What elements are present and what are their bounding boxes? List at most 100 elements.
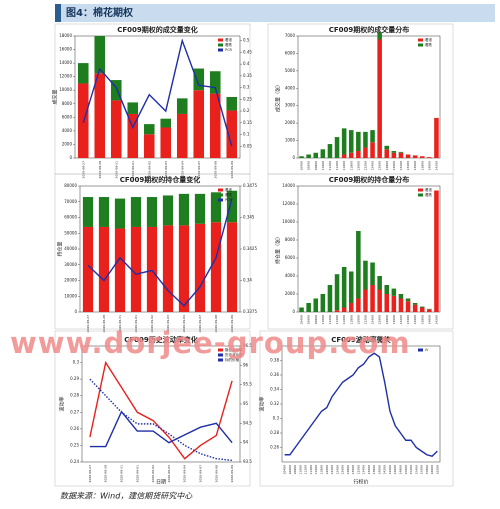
x-tick-label: 10400 xyxy=(300,315,304,325)
bar xyxy=(363,147,368,158)
bar xyxy=(327,144,333,158)
y-tick-label: 70000 xyxy=(64,199,77,204)
x-tick-label: 14800 xyxy=(399,465,403,475)
bar xyxy=(77,63,89,84)
bar xyxy=(98,226,110,312)
y2-tick-label: 95.5 xyxy=(243,382,252,387)
y-tick-label: 0.25 xyxy=(70,442,79,447)
bar xyxy=(398,152,404,158)
legend-label: 看涨 xyxy=(425,37,433,42)
bar xyxy=(176,113,188,158)
x-tick-label: 12200 xyxy=(363,315,367,325)
bar xyxy=(384,294,390,312)
y2-tick-label: 0.15 xyxy=(243,120,252,125)
x-tick-label: 15400 xyxy=(414,465,418,475)
y-tick-label: 2000 xyxy=(285,291,296,296)
x-tick-label: 11400 xyxy=(335,161,339,171)
y-tick-label: 0.28 xyxy=(70,393,79,398)
x-tick-label: 2020-09-02 xyxy=(151,465,155,483)
y2-tick-label: 0.3425 xyxy=(243,246,257,251)
y2-tick-label: 0.45 xyxy=(243,49,252,54)
bar xyxy=(313,298,319,312)
bar xyxy=(143,134,155,158)
bar xyxy=(178,225,190,312)
x-tick-label: 11000 xyxy=(298,465,302,475)
y-tick-label: 0.24 xyxy=(70,459,79,464)
legend-label: IV xyxy=(425,348,429,352)
legend-label: 标的价格 xyxy=(225,357,239,362)
bar xyxy=(356,131,361,152)
x-tick-label: 14400 xyxy=(388,465,392,475)
x-tick-label: 12400 xyxy=(371,161,375,171)
bar xyxy=(94,36,106,74)
y-tick-label: 2000 xyxy=(285,120,296,125)
chart-frame xyxy=(259,330,454,487)
plot-area xyxy=(297,35,441,159)
chart-title: CF009期权的持仓量变化 xyxy=(120,175,201,184)
y-tick-label: 0.3 xyxy=(273,416,280,421)
y2-tick-label: 0.25 xyxy=(243,96,252,101)
bar xyxy=(193,68,205,91)
y2-tick-label: 0.3375 xyxy=(243,309,257,314)
x-tick-label: 13800 xyxy=(420,161,424,171)
bar xyxy=(405,301,411,312)
bar xyxy=(356,151,361,158)
header-bar xyxy=(55,4,495,22)
bar xyxy=(209,71,221,94)
bar xyxy=(427,157,432,158)
legend-label: 看涨 xyxy=(225,187,232,192)
header-accent xyxy=(55,4,61,22)
x-tick-label: 11400 xyxy=(335,315,339,325)
x-tick-label: 11000 xyxy=(321,315,325,325)
chart-frame xyxy=(54,173,251,330)
line xyxy=(89,410,233,448)
x-tick-label: 12800 xyxy=(385,315,389,325)
bar xyxy=(370,142,375,158)
legend-label: PCR xyxy=(225,198,233,202)
x-tick-label: 13000 xyxy=(351,465,355,475)
bar xyxy=(391,152,397,158)
y2-tick-label: 0.3 xyxy=(243,85,250,90)
y2-tick-label: 0.5 xyxy=(243,38,250,43)
bar xyxy=(384,149,390,158)
x-tick-label: 2020-09-04 xyxy=(182,315,186,333)
x-tick-label: 14200 xyxy=(434,161,438,171)
bar xyxy=(320,294,326,312)
y-tick-label: 60000 xyxy=(64,215,77,220)
line xyxy=(82,38,233,147)
y-tick-label: 5000 xyxy=(285,68,296,73)
y-axis-label: 波动率 xyxy=(259,396,266,411)
x-tick-label: 13200 xyxy=(356,465,360,475)
bar xyxy=(226,97,238,111)
legend-label: 看涨 xyxy=(425,187,433,192)
x-tick-label: 2020-08-27 xyxy=(81,161,85,179)
x-tick-label: 13400 xyxy=(406,315,410,325)
y-tick-label: 0 xyxy=(69,155,72,160)
chart-title: CF009历史波动率变化 xyxy=(124,335,198,344)
bar xyxy=(143,124,155,135)
y2-tick-label: 0.1 xyxy=(243,132,250,137)
x-tick-label: 13200 xyxy=(399,161,403,171)
watermark: www.dorjee-group.com xyxy=(10,326,411,360)
bar xyxy=(210,192,222,223)
legend-label: 看跌 xyxy=(225,192,232,197)
bar xyxy=(210,222,222,312)
x-tick-label: 12200 xyxy=(363,161,367,171)
x-tick-label: 2020-09-01 xyxy=(135,465,139,483)
bar xyxy=(348,303,354,312)
x-axis-label: 日期 xyxy=(156,480,166,486)
y-tick-label: 10000 xyxy=(64,293,77,298)
x-tick-label: 2020-09-03 xyxy=(167,465,171,483)
x-tick-label: 11600 xyxy=(342,315,346,325)
bar xyxy=(110,80,122,101)
header-title: 图4：棉花期权 xyxy=(66,6,134,19)
y2-tick-label: 96.5 xyxy=(243,343,252,348)
bar xyxy=(341,128,347,155)
bar xyxy=(194,193,206,224)
plot-area xyxy=(297,185,441,313)
x-tick-label: 2020-09-08 xyxy=(214,315,218,333)
x-tick-label: 12000 xyxy=(325,465,329,475)
x-tick-label: 2020-08-31 xyxy=(114,161,118,179)
chart-title: CF009期权的成交量分布 xyxy=(329,25,410,34)
x-tick-label: 2020-09-02 xyxy=(150,315,154,333)
